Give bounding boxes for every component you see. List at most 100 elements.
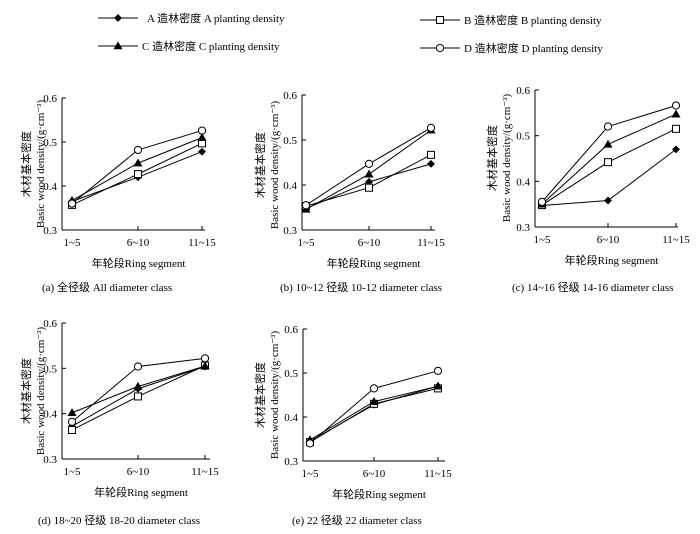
data-point bbox=[369, 384, 379, 393]
y-axis-label-en: Basic wood density/(g·cm⁻³) bbox=[269, 331, 281, 460]
data-point bbox=[197, 126, 207, 135]
y-tick-label: 0.6 bbox=[43, 93, 57, 105]
x-tick-label: 11~15 bbox=[188, 237, 216, 249]
x-tick-label: 11~15 bbox=[417, 237, 445, 249]
series-line bbox=[71, 130, 203, 204]
data-point bbox=[301, 201, 311, 210]
x-axis-label: 年轮段Ring segment bbox=[565, 253, 659, 267]
data-point bbox=[671, 101, 681, 110]
y-tick-label: 0.3 bbox=[43, 225, 57, 237]
data-point bbox=[604, 196, 612, 205]
data-point bbox=[67, 417, 77, 426]
chart-caption: (d) 18~20 径级 18-20 diameter class bbox=[38, 514, 200, 527]
data-point bbox=[604, 158, 612, 167]
data-point bbox=[133, 158, 143, 167]
y-tick-label: 0.3 bbox=[284, 456, 298, 468]
data-point bbox=[671, 109, 681, 118]
x-tick-label: 11~15 bbox=[662, 234, 690, 246]
y-axis-label-en: Basic wood density/(g·cm⁻³) bbox=[269, 101, 281, 230]
series-c bbox=[301, 125, 436, 213]
data-point bbox=[433, 366, 443, 375]
legend-item-c: C 造林密度 C planting density bbox=[98, 39, 280, 53]
y-tick-label: 0.5 bbox=[43, 363, 57, 375]
y-axis-label-cn: 木材基本密度 bbox=[253, 362, 267, 428]
series-line bbox=[309, 387, 439, 443]
chart-caption: (a) 全径级 All diameter class bbox=[42, 280, 172, 294]
series-line bbox=[541, 105, 677, 203]
data-point bbox=[133, 145, 143, 155]
legend-label: D 造林密度 D planting density bbox=[464, 41, 603, 55]
x-tick-label: 6~10 bbox=[597, 234, 620, 246]
series-c bbox=[67, 132, 207, 204]
y-axis-label-en: Basic wood density/(g·cm⁻³) bbox=[35, 327, 47, 456]
y-tick-label: 0.5 bbox=[516, 131, 530, 143]
data-point bbox=[426, 123, 436, 132]
series-line bbox=[541, 128, 677, 206]
x-axis-label: 年轮段Ring segment bbox=[332, 487, 426, 501]
y-axis-label: 木材基本密度 Basic wood density/(g·cm⁻³) bbox=[253, 331, 281, 460]
y-tick-label: 0.5 bbox=[283, 135, 297, 147]
legend-item-d: D 造林密度 D planting density bbox=[420, 41, 603, 55]
series-b bbox=[538, 124, 680, 210]
data-point bbox=[200, 354, 210, 363]
series-line bbox=[309, 385, 439, 442]
data-point bbox=[433, 381, 443, 390]
series-d bbox=[67, 126, 207, 208]
y-axis-label: 木材基本密度 Basic wood density/(g·cm⁻³) bbox=[19, 327, 47, 456]
y-axis-label: 木材基本密度 Basic wood density/(g·cm⁻³) bbox=[485, 94, 513, 223]
data-point bbox=[133, 381, 143, 390]
data-point bbox=[197, 132, 207, 141]
x-tick-label: 1~5 bbox=[302, 468, 319, 480]
y-tick-label: 0.4 bbox=[43, 181, 57, 193]
series-d bbox=[305, 366, 443, 448]
legend: A 造林密度 A planting density B 造林密度 B planti… bbox=[98, 11, 603, 55]
y-tick-label: 0.5 bbox=[43, 137, 57, 149]
x-tick-label: 1~5 bbox=[64, 237, 81, 249]
y-axis-label-cn: 木材基本密度 bbox=[253, 132, 267, 198]
x-tick-label: 6~10 bbox=[363, 468, 386, 480]
data-point bbox=[134, 392, 142, 401]
y-tick-label: 0.6 bbox=[516, 85, 530, 97]
y-tick-label: 0.4 bbox=[43, 409, 57, 421]
x-tick-label: 6~10 bbox=[358, 237, 381, 249]
series-a bbox=[538, 145, 680, 210]
data-point bbox=[427, 150, 435, 159]
x-axis-label: 年轮段Ring segment bbox=[327, 256, 421, 270]
y-tick-label: 0.6 bbox=[283, 90, 297, 102]
y-axis-label: 木材基本密度 Basic wood density/(g·cm⁻³) bbox=[19, 100, 47, 229]
y-tick-label: 0.5 bbox=[284, 368, 298, 380]
y-tick-label: 0.4 bbox=[284, 412, 298, 424]
x-tick-label: 6~10 bbox=[127, 466, 150, 478]
chart-caption: (e) 22 径级 22 diameter class bbox=[292, 514, 422, 527]
data-point bbox=[364, 169, 374, 178]
data-point bbox=[67, 408, 77, 417]
y-tick-label: 0.4 bbox=[516, 176, 530, 188]
x-tick-label: 1~5 bbox=[64, 466, 81, 478]
y-tick-label: 0.6 bbox=[284, 324, 298, 336]
y-tick-label: 0.3 bbox=[283, 225, 297, 237]
y-axis-label: 木材基本密度 Basic wood density/(g·cm⁻³) bbox=[253, 101, 281, 230]
y-tick-label: 0.4 bbox=[283, 180, 297, 192]
y-axis-label-cn: 木材基本密度 bbox=[19, 358, 33, 424]
data-point bbox=[133, 362, 143, 371]
series-d bbox=[67, 354, 210, 426]
legend-marker-square bbox=[436, 16, 444, 24]
data-point bbox=[200, 361, 210, 370]
legend-item-a: A 造林密度 A planting density bbox=[98, 11, 285, 25]
data-point bbox=[67, 199, 77, 208]
series-line bbox=[309, 385, 439, 441]
x-tick-label: 6~10 bbox=[127, 237, 150, 249]
data-point bbox=[427, 159, 435, 168]
series-b bbox=[306, 384, 442, 447]
y-axis-label-cn: 木材基本密度 bbox=[485, 125, 499, 191]
data-point bbox=[134, 170, 142, 179]
series-line bbox=[541, 148, 677, 207]
chart-panel-b: 0.3 0.4 0.5 0.6 1~5 6~10 11~15 年轮段Ring segment 木… bbox=[253, 90, 445, 294]
x-tick-label: 1~5 bbox=[534, 234, 551, 246]
legend-marker-diamond bbox=[114, 14, 122, 22]
data-point bbox=[305, 439, 315, 448]
